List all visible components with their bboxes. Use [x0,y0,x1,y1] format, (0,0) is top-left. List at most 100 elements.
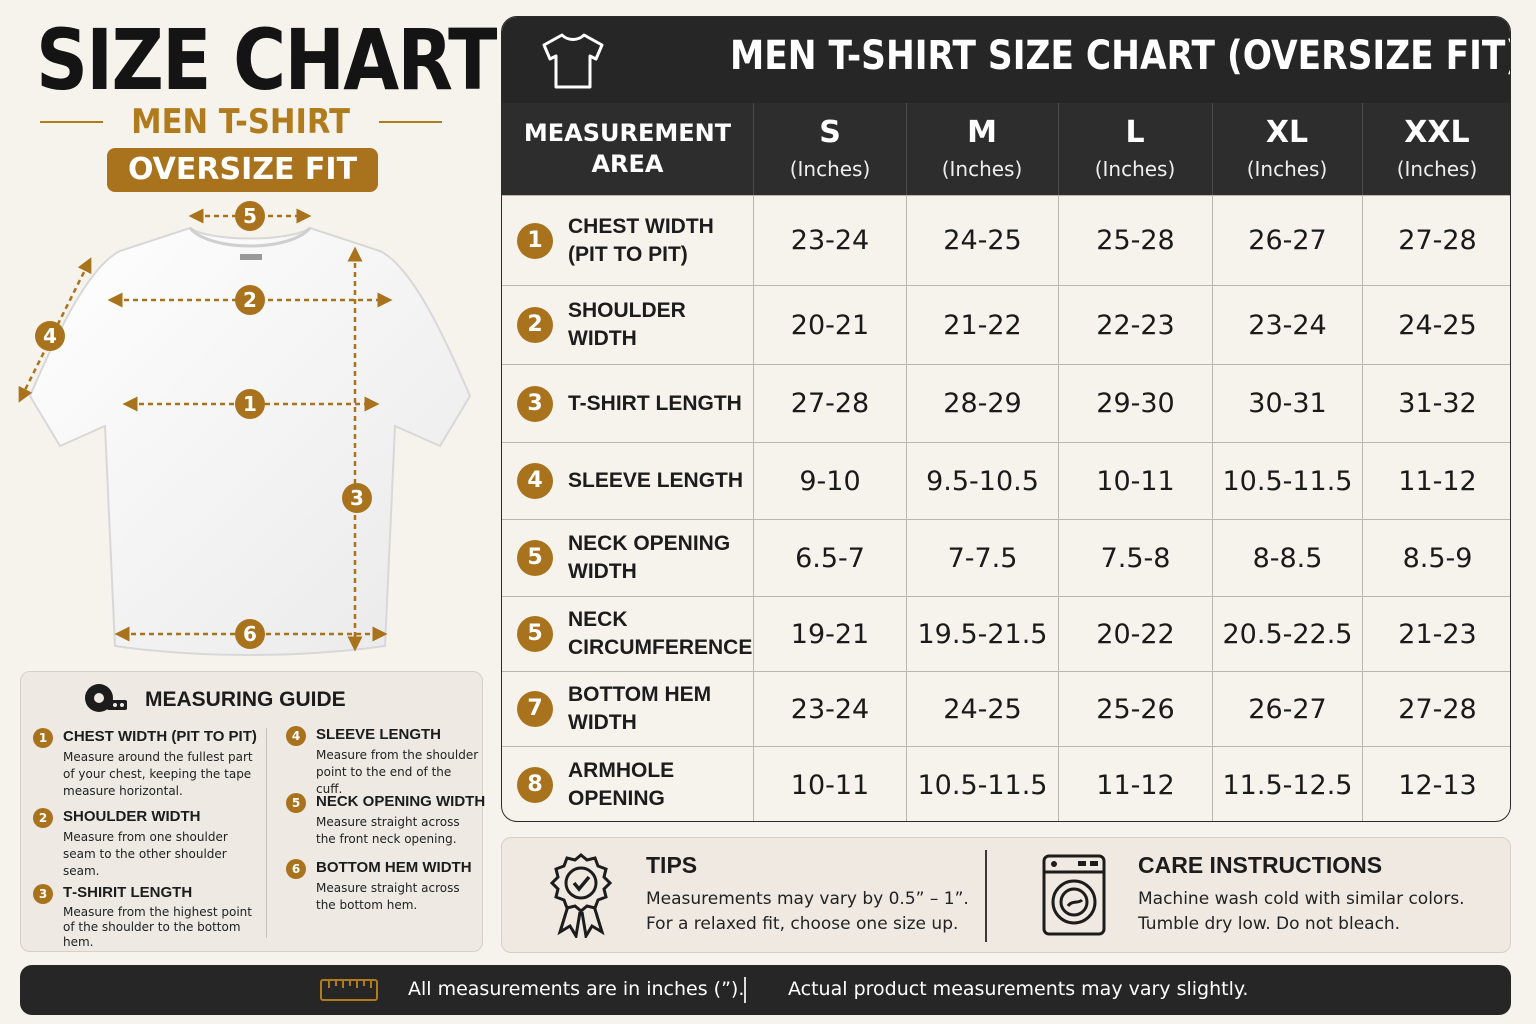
table-cell: 20-22 [1058,597,1212,671]
table-cell: 27-28 [1362,672,1510,746]
award-ribbon-icon [549,853,613,938]
column-divider [1212,103,1213,195]
row-label-text: ARMHOLE OPENING [568,757,748,813]
tshirt-icon [542,33,604,89]
table-cell: 9-10 [753,443,906,519]
unit-label: (Inches) [1246,157,1328,181]
row-label: 3 T-SHIRT LENGTH [502,365,753,442]
table-cell: 20.5-22.5 [1212,597,1362,671]
svg-text:2: 2 [243,288,257,312]
table-cell: 20-21 [753,286,906,364]
column-header-s: S (Inches) [754,103,906,195]
guide-description: Measure around the fullest part of your … [63,750,253,798]
unit-label: (Inches) [789,157,871,181]
table-cell: 7-7.5 [906,520,1058,596]
label-line: NECK OPENING WIDTH [568,532,731,583]
table-cell: 10-11 [1058,443,1212,519]
measuring-guide: MEASURING GUIDE 1 CHEST WIDTH (PIT TO PI… [20,671,485,952]
row-label-text: CHEST WIDTH (PIT TO PIT) [568,213,748,269]
guide-title: MEASURING GUIDE [145,688,346,711]
label-line: T-SHIRT LENGTH [568,391,742,415]
column-header-l: L (Inches) [1058,103,1212,195]
guide-number: 6 [286,859,306,879]
tips-title: TIPS [646,852,698,878]
table-cell: 21-23 [1362,597,1510,671]
svg-text:6: 6 [243,622,257,646]
table-cell: 10.5-11.5 [906,747,1058,821]
table-cell: 23-24 [1212,286,1362,364]
row-label: 5 NECK CIRCUMFERENCE [502,597,753,671]
row-label-text: NECK CIRCUMFERENCE [568,606,753,662]
unit-label: (Inches) [941,157,1023,181]
marker-2: 2 [235,285,265,315]
row-label-text: T-SHIRT LENGTH [568,390,748,418]
subtitle: MEN T-SHIRT [131,102,351,142]
tape-measure-icon [85,684,127,712]
table-cell: 24-25 [906,196,1058,285]
footer-text-units: All measurements are in inches (”). [408,978,745,1000]
row-number-badge: 3 [517,385,553,422]
table-row: 3 T-SHIRT LENGTH 27-28 28-29 29-30 30-31 31-32 [502,364,1510,442]
guide-number: 1 [33,728,53,748]
table-cell: 11.5-12.5 [1212,747,1362,821]
divider [985,850,987,942]
guide-heading: BOTTOM HEM WIDTH [316,859,472,876]
guide-description: Measure from one shoulder seam to the ot… [63,830,228,878]
row-label-text: SLEEVE LENGTH [568,467,748,495]
table-cell: 11-12 [1362,443,1510,519]
column-divider [1058,103,1059,195]
table-cell: 6.5-7 [753,520,906,596]
size-label: XL [1265,115,1309,150]
size-chart-table: MEN T-SHIRT SIZE CHART (OVERSIZE FIT) ME… [501,16,1511,822]
label-line: BOTTOM HEM WIDTH [568,683,712,734]
label-line: CHEST WIDTH [568,214,714,238]
table-cell: 23-24 [753,196,906,285]
table-header-bar: MEN T-SHIRT SIZE CHART (OVERSIZE FIT) [502,17,1510,103]
row-label-text: SHOULDER WIDTH [568,297,748,353]
header-text: MEASUREMENT [523,119,732,147]
ruler-icon [320,979,378,1001]
size-label: XXL [1404,115,1470,150]
divider [40,121,104,123]
tips-line-2: For a relaxed fit, choose one size up. [646,914,959,934]
guide-description: Measure from the shoulder point to the e… [316,748,479,796]
guide-description: Measure from the highest point of the sh… [63,905,252,949]
table-cell: 8.5-9 [1362,520,1510,596]
table-cell: 31-32 [1362,365,1510,442]
table-row: 4 SLEEVE LENGTH 9-10 9.5-10.5 10-11 10.5-11.5… [502,442,1510,519]
page-title: SIZE CHART [36,11,497,109]
row-label: 8 ARMHOLE OPENING [502,747,753,821]
table-cell: 21-22 [906,286,1058,364]
row-number-badge: 1 [517,222,553,259]
table-cell: 12-13 [1362,747,1510,821]
shirt-tag [240,254,262,260]
fit-badge: OVERSIZE FIT [107,148,378,192]
table-row: 5 NECK CIRCUMFERENCE 19-21 19.5-21.5 20-22 20… [502,596,1510,671]
label-line: NECK CIRCUMFERENCE [568,608,753,659]
marker-5: 5 [235,201,265,231]
row-label-text: NECK OPENING WIDTH [568,530,748,586]
tips-care-panel: TIPS Measurements may vary by 0.5” – 1”.… [501,837,1511,953]
svg-text:1: 1 [243,392,257,416]
unit-label: (Inches) [1094,157,1176,181]
table-row: 7 BOTTOM HEM WIDTH 23-24 24-25 25-26 26-27 27-… [502,671,1510,746]
table-cell: 25-28 [1058,196,1212,285]
guide-number: 5 [286,793,306,813]
table-cell: 10.5-11.5 [1212,443,1362,519]
table-row: 2 SHOULDER WIDTH 20-21 21-22 22-23 23-24 24-25 [502,285,1510,364]
table-cell: 24-25 [906,672,1058,746]
subtitle-row: MEN T-SHIRT [40,102,443,142]
table-cell: 24-25 [1362,286,1510,364]
row-label: 1 CHEST WIDTH (PIT TO PIT) [502,196,753,285]
row-number-badge: 8 [517,767,553,803]
table-row: 5 NECK OPENING WIDTH 6.5-7 7-7.5 7.5-8 8-8.5 8… [502,519,1510,596]
table-row: 8 ARMHOLE OPENING 10-11 10.5-11.5 11-12 11.5-… [502,746,1510,821]
table-cell: 29-30 [1058,365,1212,442]
divider [378,121,443,123]
care-line-1: Machine wash cold with similar colors. [1138,889,1465,909]
table-cell: 23-24 [753,672,906,746]
footer-text-variance: Actual product measurements may vary sli… [788,978,1249,1000]
column-divider [906,103,907,195]
guide-heading: CHEST WIDTH (PIT TO PIT) [63,728,257,745]
table-cell: 19.5-21.5 [906,597,1058,671]
